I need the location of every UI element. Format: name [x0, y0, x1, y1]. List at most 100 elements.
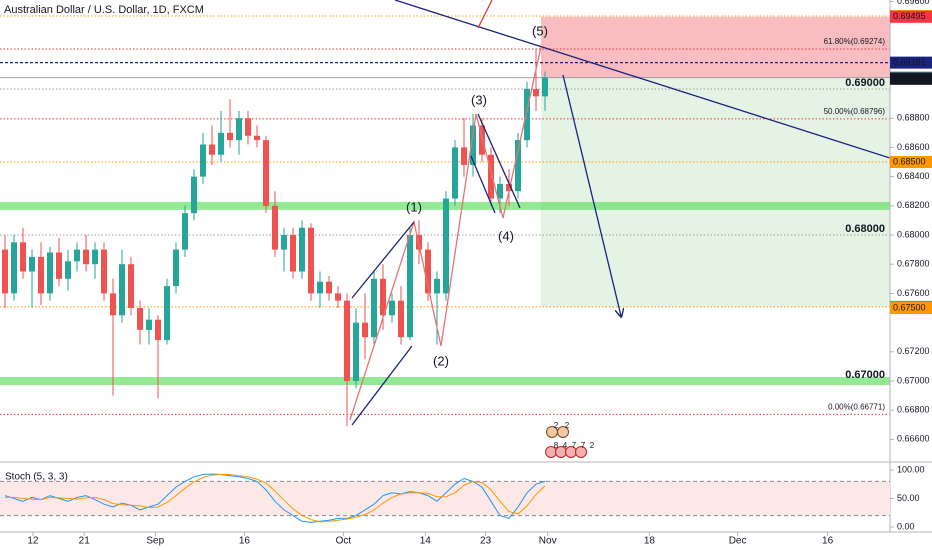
candle-body	[200, 144, 207, 177]
candle-body	[479, 125, 486, 155]
channel-line	[470, 155, 496, 214]
candle-body	[20, 242, 27, 272]
zone	[541, 77, 890, 307]
chart-title: Australian Dollar / U.S. Dollar, 1D, FXC…	[4, 4, 204, 16]
candle-body	[101, 249, 108, 294]
y-tick-label: 0.66600	[897, 434, 930, 444]
price-chip-label: 0.69181	[893, 57, 926, 67]
candle-body	[425, 249, 432, 294]
candle-body	[137, 308, 144, 330]
price-chip	[890, 72, 932, 85]
price-chip-label: 0.68500	[893, 156, 926, 166]
candle-body	[344, 300, 351, 381]
candle-body	[506, 183, 513, 192]
candle-body	[263, 140, 270, 206]
candle-body	[389, 300, 396, 316]
candle-body	[209, 144, 216, 155]
stoch-line	[5, 474, 546, 523]
price-chip-label: 0.67500	[893, 302, 926, 312]
x-tick-label: 12	[27, 536, 39, 547]
candle-body	[11, 242, 18, 294]
wave-label: (4)	[498, 228, 514, 243]
x-tick-label: 21	[79, 536, 91, 547]
candle-body	[461, 147, 468, 165]
candle-body	[182, 213, 189, 250]
price-chip-label: 0.69495	[893, 11, 926, 21]
x-tick-label: Oct	[336, 536, 352, 547]
candle-body	[164, 286, 171, 341]
price-chip	[890, 56, 932, 69]
candle-body	[191, 176, 198, 214]
candle-body	[119, 264, 126, 316]
candle-body	[290, 235, 297, 272]
stoch-tick-label: 50.00	[897, 493, 920, 503]
overlay: 61.80%(0.69274) 0.69000 50.00%(0.68796) 0.6…	[824, 37, 886, 411]
x-tick-label: Sep	[146, 536, 164, 547]
x-tick-label: 18	[644, 536, 656, 547]
candle-body	[56, 252, 63, 279]
candle-body	[407, 235, 414, 338]
candle-body	[371, 278, 378, 338]
candle-body	[38, 256, 45, 294]
price-chip	[890, 10, 932, 23]
price-chip	[890, 302, 932, 314]
wave-label: (2)	[433, 353, 449, 368]
event-count: 2	[590, 441, 595, 450]
event-count: 8	[554, 441, 559, 450]
channel-line	[351, 221, 415, 299]
y-tick-label: 0.67800	[897, 259, 930, 269]
level-label: 50.00%(0.68796)	[824, 107, 886, 116]
x-tick-label: 16	[239, 536, 251, 547]
candle-body	[2, 249, 9, 294]
candle-body	[452, 147, 459, 199]
stoch-tick-label: 0.00	[897, 521, 915, 531]
candle-body	[299, 227, 306, 272]
candle-body	[488, 154, 495, 199]
candle-body	[272, 205, 279, 250]
event-count: 2	[554, 421, 559, 430]
candle-body	[92, 249, 99, 265]
drawings	[349, 0, 891, 426]
y-tick-label: 0.67200	[897, 346, 930, 356]
candle-body	[29, 256, 36, 272]
candle-body	[47, 252, 54, 294]
y-tick-label: 0.68400	[897, 171, 930, 181]
y-tick-label: 0.69600	[897, 0, 930, 6]
candle-body	[281, 235, 288, 250]
wave-label: (3)	[471, 92, 487, 107]
y-tick-label: 0.66800	[897, 405, 930, 415]
candle-body	[470, 125, 477, 165]
trend-line	[394, 0, 891, 159]
y-tick-label: 0.68800	[897, 113, 930, 123]
candle-body	[218, 132, 225, 155]
event-count: 7	[572, 441, 577, 450]
candle-body	[254, 135, 261, 141]
stoch-tick-label: 100.00	[897, 464, 925, 474]
y-tick-label: 0.67600	[897, 288, 930, 298]
event-count: 4	[563, 441, 568, 450]
event-icon	[575, 446, 587, 458]
trend-line-red	[477, 0, 493, 29]
candle-body	[128, 264, 135, 308]
candles	[2, 49, 549, 427]
y-tick-label: 0.68000	[897, 229, 930, 239]
event-count: 7	[581, 441, 586, 450]
candle-body	[245, 118, 252, 136]
channel-line	[351, 345, 413, 426]
zones	[541, 16, 890, 307]
wave-label: (1)	[406, 199, 422, 214]
candle-body	[524, 89, 531, 141]
candle-body	[515, 140, 522, 192]
candle-body	[83, 249, 90, 265]
candle-body	[362, 322, 369, 338]
candle-body	[380, 278, 387, 316]
candle-body	[74, 249, 81, 262]
levels	[0, 15, 890, 415]
candle-body	[353, 322, 360, 381]
candle-body	[173, 249, 180, 287]
x-tick-label: Dec	[729, 536, 747, 547]
indicator-name: Stoch (5, 3, 3)	[5, 472, 68, 483]
x-tick-label: 16	[822, 536, 834, 547]
y-tick-label: 0.68200	[897, 200, 930, 210]
